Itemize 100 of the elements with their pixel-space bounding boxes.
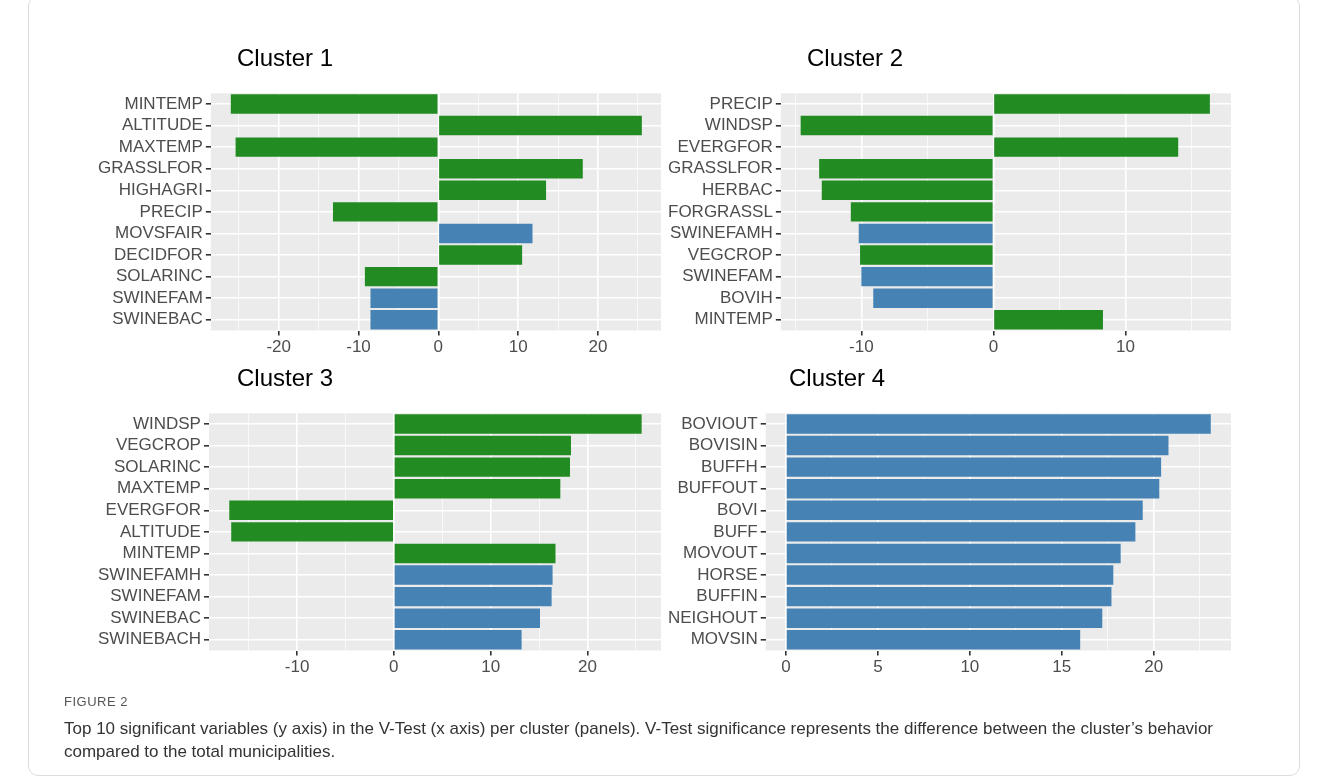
chart-title: Cluster 3 — [237, 364, 334, 392]
y-tick-label: NEIGHOUT — [667, 607, 758, 627]
y-tick-label: VEGCROP — [687, 244, 773, 264]
bar — [439, 223, 533, 244]
bar — [332, 202, 438, 222]
y-tick-label: HIGHAGRI — [118, 180, 203, 200]
y-tick-label: SOLARINC — [114, 456, 201, 476]
bar — [858, 223, 993, 244]
bar — [786, 500, 1143, 521]
text: Top 10 significant variables (y axis) in the V-Test (x axis) per cluster (panels). V-Test significance represents the difference between the cluster’s behavior compared to the total municipalities. — [64, 718, 1214, 763]
bar — [394, 543, 556, 564]
bar — [786, 543, 1121, 564]
y-tick-label: SWINEFAM — [112, 287, 203, 307]
bar — [819, 159, 993, 179]
y-tick-label: WINDSP — [704, 115, 773, 135]
x-tick-label: 15 — [1052, 657, 1072, 677]
x-tick-label: 5 — [873, 657, 883, 677]
bar — [786, 565, 1114, 585]
x-tick-label: 10 — [481, 657, 501, 677]
bar — [370, 310, 438, 330]
y-tick-label: ALTITUDE — [120, 521, 201, 541]
y-tick-label: BOVIH — [719, 287, 773, 307]
y-tick-label: BOVISIN — [688, 435, 758, 455]
bar — [994, 94, 1210, 114]
bar — [800, 115, 993, 136]
y-tick-label: GRASSLFOR — [98, 158, 203, 178]
y-tick-label: MAXTEMP — [118, 136, 203, 156]
caption: FIGURE 2 — [64, 694, 129, 709]
y-tick-label: SWINEBACH — [97, 629, 201, 649]
y-tick-label: FORGRASSL — [668, 201, 773, 221]
bar — [230, 94, 438, 114]
x-tick-label: 10 — [508, 337, 528, 357]
bar — [394, 479, 561, 499]
y-tick-label: ALTITUDE — [121, 115, 203, 135]
y-tick-label: MINTEMP — [694, 309, 773, 329]
y-tick-label: VEGCROP — [115, 435, 201, 455]
bar — [394, 586, 552, 607]
bar — [786, 414, 1211, 434]
y-tick-label: DECIDFOR — [114, 244, 203, 264]
chart-title: Cluster 2 — [807, 44, 904, 72]
bar — [394, 435, 571, 456]
y-tick-label: GRASSLFOR — [668, 158, 773, 178]
bar — [786, 586, 1112, 607]
bar — [439, 245, 523, 265]
bar — [786, 457, 1162, 477]
bar — [231, 522, 394, 542]
chart-title: Cluster 4 — [789, 364, 886, 392]
x-tick-label: 20 — [1144, 657, 1164, 677]
y-tick-label: SWINEBAC — [112, 309, 203, 329]
y-tick-label: PRECIP — [139, 201, 203, 221]
bar — [235, 137, 438, 157]
y-tick-label: BUFFH — [701, 456, 758, 476]
y-tick-label: MINTEMP — [124, 93, 203, 113]
bar — [786, 608, 1103, 628]
y-tick-label: PRECIP — [709, 93, 773, 113]
x-tick-label: -10 — [284, 657, 310, 677]
x-tick-label: 10 — [960, 657, 980, 677]
bar — [873, 288, 993, 308]
y-tick-label: BUFF — [713, 521, 758, 541]
y-tick-label: SOLARINC — [115, 266, 203, 286]
x-tick-label: 10 — [1115, 337, 1135, 357]
x-tick-label: 0 — [433, 337, 444, 357]
x-tick-label: 0 — [781, 657, 791, 677]
bar — [394, 608, 540, 628]
x-tick-label: -10 — [849, 337, 874, 357]
x-tick-label: 0 — [988, 337, 999, 357]
x-tick-label: 0 — [389, 657, 399, 677]
y-tick-label: WINDSP — [132, 413, 201, 433]
y-tick-label: HERBAC — [702, 180, 773, 200]
y-tick-label: BUFFOUT — [677, 478, 758, 498]
bar — [821, 180, 993, 201]
x-tick-label: -20 — [266, 337, 291, 357]
y-tick-label: SWINEFAM — [110, 586, 201, 606]
bar — [850, 202, 993, 222]
y-tick-label: BOVIOUT — [681, 413, 758, 433]
y-tick-label: EVERGFOR — [677, 136, 773, 156]
bar — [439, 115, 642, 136]
y-tick-label: SWINEFAM — [682, 266, 773, 286]
bar — [786, 479, 1160, 499]
bar — [394, 630, 522, 650]
y-tick-label: SWINEBAC — [110, 607, 201, 627]
bar — [364, 266, 438, 287]
y-tick-label: HORSE — [697, 564, 758, 584]
y-tick-label: MOVOUT — [683, 543, 758, 563]
y-tick-label: MOVSFAIR — [115, 223, 203, 243]
y-tick-label: MINTEMP — [122, 543, 201, 563]
bar — [786, 522, 1136, 542]
y-tick-label: SWINEFAMH — [669, 223, 773, 243]
y-tick-label: SWINEFAMH — [98, 564, 201, 584]
bar — [229, 500, 394, 521]
bar — [439, 180, 547, 201]
y-tick-label: MOVSIN — [690, 629, 758, 649]
bar — [394, 565, 553, 585]
y-tick-label: BOVI — [717, 500, 758, 520]
bar — [994, 310, 1103, 330]
y-tick-label: MAXTEMP — [116, 478, 201, 498]
bar — [860, 245, 993, 265]
bar — [394, 414, 642, 434]
bar — [994, 137, 1179, 157]
bar — [394, 457, 571, 477]
